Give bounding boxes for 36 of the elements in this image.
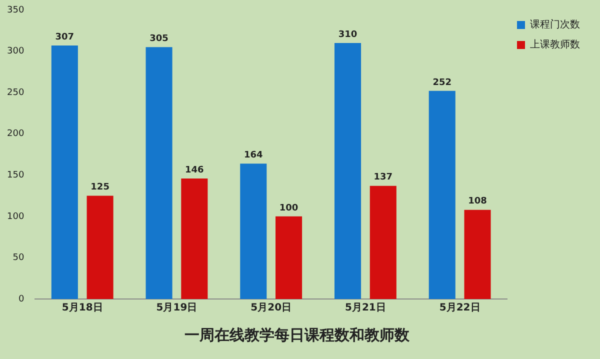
data-label: 252 bbox=[432, 78, 452, 88]
data-label: 305 bbox=[150, 34, 168, 44]
data-label: 146 bbox=[185, 165, 204, 176]
data-label: 137 bbox=[374, 172, 393, 183]
y-tick-label: 0 bbox=[18, 294, 24, 304]
x-tick-label: 5月22日 bbox=[439, 302, 480, 314]
data-label: 307 bbox=[55, 32, 74, 42]
legend-label: 上课教师数 bbox=[530, 38, 580, 51]
bar bbox=[181, 178, 208, 299]
bar bbox=[428, 90, 456, 299]
x-tick-label: 5月19日 bbox=[156, 302, 198, 314]
y-tick-label: 350 bbox=[6, 5, 24, 16]
x-tick-label: 5月21日 bbox=[345, 302, 386, 314]
bar bbox=[370, 186, 396, 299]
text: 一周在线教学每日课程数和教师数 bbox=[184, 326, 410, 344]
y-tick-label: 300 bbox=[6, 46, 24, 57]
data-label: 164 bbox=[244, 150, 263, 160]
bar bbox=[464, 210, 491, 299]
bar bbox=[334, 43, 362, 299]
y-tick-label: 50 bbox=[12, 253, 24, 264]
data-label: 125 bbox=[90, 182, 110, 193]
bar bbox=[86, 196, 114, 299]
y-tick-label: 250 bbox=[6, 88, 24, 98]
legend-label: 课程门次数 bbox=[530, 18, 580, 31]
y-tick-label: 200 bbox=[6, 129, 24, 140]
bar bbox=[276, 216, 302, 299]
bar bbox=[146, 47, 172, 299]
y-tick-label: 100 bbox=[6, 212, 24, 222]
data-label: 108 bbox=[468, 196, 487, 207]
x-tick-label: 5月18日 bbox=[62, 302, 103, 314]
data-label: 100 bbox=[279, 203, 298, 214]
data-label: 310 bbox=[338, 30, 358, 40]
y-tick-label: 150 bbox=[6, 170, 24, 180]
x-tick-label: 5月20日 bbox=[250, 302, 292, 314]
bar bbox=[51, 46, 78, 299]
bar bbox=[240, 164, 267, 299]
